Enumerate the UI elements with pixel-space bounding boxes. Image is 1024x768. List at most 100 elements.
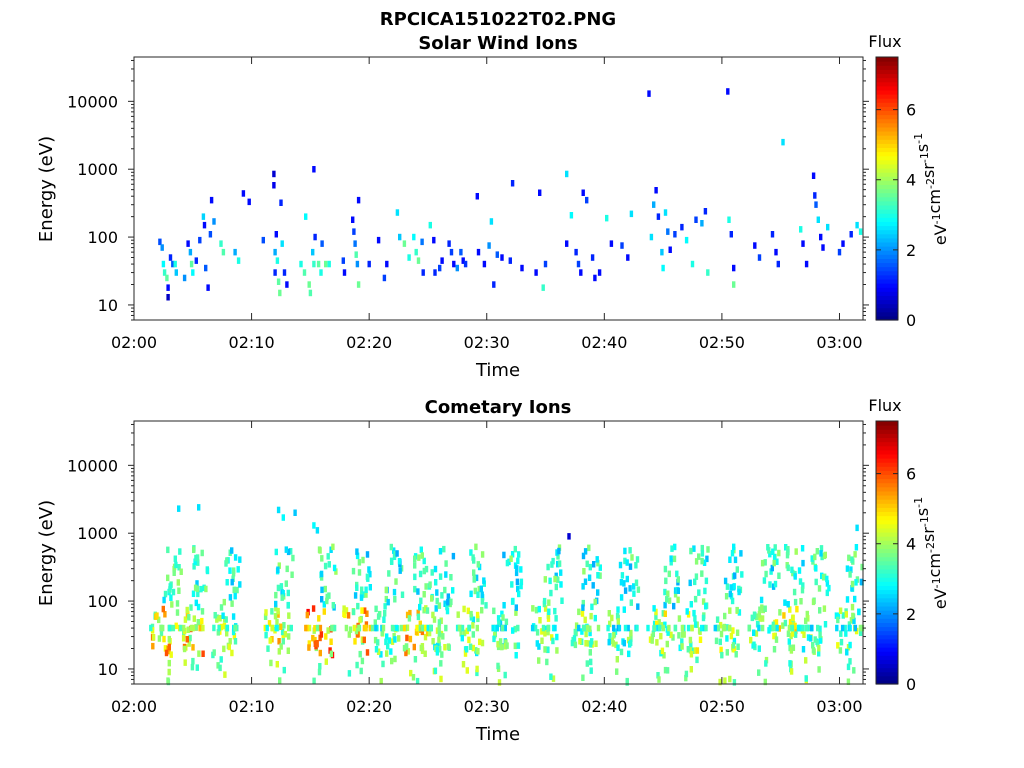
heatmap-cell [351,608,356,616]
heatmap-cell [587,544,591,552]
y-tick-label: 100 [87,228,118,247]
heatmap-cell [850,603,855,611]
heatmap-cell [778,609,782,616]
heatmap-cell [819,550,823,557]
heatmap-cell [546,563,550,571]
colorbar-segment [876,192,898,198]
heatmap-cell [673,587,678,594]
colorbar-segment [876,655,898,660]
heatmap-cell [495,624,499,632]
heatmap-cell [393,655,397,663]
y-tick-label: 1000 [77,160,118,179]
heatmap-cell [320,586,324,594]
y-tick-label: 100 [87,592,118,611]
heatmap-cell [343,611,347,619]
heatmap-cell [718,621,723,629]
heatmap-cell [464,646,469,653]
heatmap-cell [501,614,505,621]
heatmap-cell [368,584,372,591]
colorbar-segment [876,511,898,517]
heatmap-cell [760,624,765,632]
heatmap-cell [848,641,852,649]
colorbar-segment [876,556,898,562]
heatmap-cell [493,624,498,632]
heatmap-cell [329,638,333,645]
heatmap-cell [580,610,585,617]
heatmap-cell [569,212,574,219]
heatmap-cell [308,289,313,297]
heatmap-cell [279,623,283,630]
heatmap-cell [804,675,808,682]
colorbar-frame [875,420,899,685]
heatmap-cell [834,612,839,619]
heatmap-cell [658,624,662,632]
heatmap-cell [432,236,436,244]
heatmap-cell [219,623,224,631]
axes: 02:00 02:10 02:20 02:30 02:40 02:50 03:00 10 100… [67,420,869,716]
heatmap-cell [196,559,200,566]
colorbar-segment [876,299,898,305]
heatmap-cell [801,559,805,567]
heatmap-cell [673,624,678,632]
heatmap-cell [286,601,290,609]
heatmap-cell [274,600,278,608]
heatmap-cell [673,543,677,551]
heatmap-cell [627,650,631,658]
heatmap-cell [514,652,518,659]
heatmap-cell [428,221,432,229]
heatmap-cell [669,555,673,562]
heatmap-cell [386,643,390,650]
heatmap-cell [191,657,195,665]
heatmap-cell [790,566,794,574]
heatmap-cell [225,579,229,586]
colorbar-segment [876,659,898,665]
heatmap-cell [772,554,777,561]
heatmap-cell [274,548,278,556]
heatmap-cell [162,635,166,643]
heatmap-cell [547,599,551,606]
y-axis-label: Energy (eV) [36,136,57,242]
heatmap-cell [665,596,669,603]
heatmap-cell [680,638,684,645]
colorbar-segment [876,560,898,566]
heatmap-cell [543,260,548,268]
heatmap-cell [730,549,735,557]
heatmap-cell [825,589,829,597]
heatmap-cell [493,632,497,639]
colorbar-segment [876,250,898,255]
heatmap-cell [272,182,276,189]
colorbar-segment [876,65,898,70]
heatmap-cell [197,650,201,657]
heatmap-cell [768,550,772,558]
heatmap-cell [413,585,417,593]
colorbar-segment [876,482,898,488]
heatmap-cell [356,196,361,204]
heatmap-cell [733,556,738,564]
heatmap-cell [667,597,672,604]
colorbar-tick-label: 2 [906,605,916,624]
heatmap-cell [342,269,347,276]
heatmap-cell [174,561,178,569]
heatmap-cell [173,260,177,268]
heatmap-cell [233,624,237,632]
heatmap-cell [857,608,861,616]
heatmap-cell [753,242,757,249]
heatmap-cell [693,578,697,586]
heatmap-cell [514,609,518,616]
heatmap-cell [689,641,693,648]
heatmap-cell [409,669,413,677]
colorbar-segment [876,213,898,218]
heatmap-cell [435,646,439,653]
heatmap-cell [492,281,496,288]
heatmap-cell [509,555,513,562]
heatmap-cell [287,633,291,640]
colorbar-segment [876,147,898,153]
heatmap-cell [845,565,850,572]
heatmap-cell [700,220,704,227]
heatmap-cell [313,233,317,241]
heatmap-cell [818,625,822,633]
heatmap-cell [543,605,548,612]
heatmap-cell [849,617,854,624]
heatmap-cell [616,614,620,622]
heatmap-cell [430,569,434,576]
